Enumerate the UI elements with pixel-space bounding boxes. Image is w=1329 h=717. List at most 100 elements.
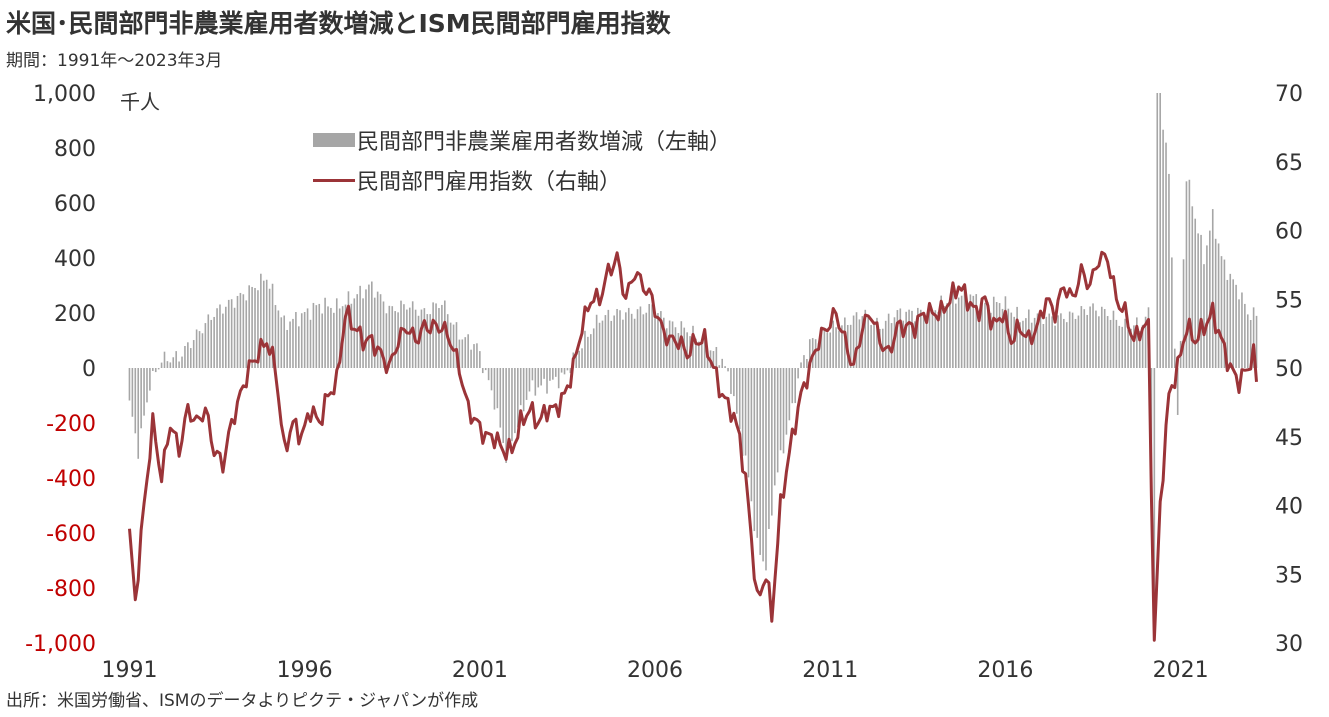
bar — [344, 304, 347, 368]
bar — [814, 339, 817, 368]
bar — [1246, 314, 1249, 368]
bar — [627, 307, 630, 368]
bar — [181, 356, 183, 368]
bar — [274, 305, 277, 368]
bar — [1036, 313, 1039, 368]
bar — [1153, 368, 1156, 641]
bar — [353, 298, 356, 368]
bar — [295, 312, 297, 368]
bar — [198, 331, 201, 368]
bar — [905, 311, 907, 368]
bar — [852, 315, 855, 368]
bar — [347, 291, 350, 368]
bar — [584, 330, 586, 368]
bar — [149, 368, 151, 391]
bar — [1220, 256, 1223, 368]
bar — [1229, 273, 1232, 368]
bar — [192, 340, 195, 368]
bar — [578, 350, 580, 368]
bar — [1063, 318, 1065, 368]
chart-subtitle: 期間：1991年～2023年3月 — [6, 51, 223, 71]
bar — [1211, 209, 1214, 368]
bar — [1203, 264, 1205, 368]
bar — [525, 368, 528, 400]
bar — [671, 321, 674, 368]
bar — [152, 368, 154, 371]
bar — [1033, 317, 1036, 368]
bar — [1115, 319, 1118, 368]
bar — [522, 368, 525, 412]
bar — [1065, 322, 1068, 368]
bar — [1124, 318, 1126, 368]
bar — [654, 316, 656, 368]
y-left-tick-label: 400 — [54, 247, 96, 272]
bar — [1223, 259, 1226, 368]
bar — [660, 311, 662, 368]
bar — [633, 318, 636, 368]
bar — [992, 296, 995, 368]
bar — [808, 339, 811, 368]
bar — [952, 289, 954, 368]
legend: 民間部門非農業雇用者数増減（左軸） 民間部門雇用指数（右軸） — [313, 124, 731, 204]
bar — [175, 351, 177, 368]
bar — [1200, 234, 1202, 368]
bar — [1244, 303, 1246, 368]
bar — [408, 307, 411, 368]
bar — [230, 299, 233, 368]
bar — [473, 344, 475, 368]
bar — [590, 334, 592, 368]
bar — [560, 368, 563, 373]
bar — [452, 324, 455, 368]
bar — [146, 368, 148, 403]
bar — [479, 351, 481, 368]
bar — [738, 368, 741, 430]
bar — [227, 299, 230, 368]
bar — [1226, 279, 1229, 368]
bar — [870, 325, 872, 368]
bar — [461, 339, 464, 368]
bar — [262, 280, 265, 368]
bar — [1209, 230, 1211, 368]
bar — [937, 311, 940, 368]
bar — [1068, 311, 1071, 368]
bar — [908, 309, 910, 368]
bar — [1162, 129, 1164, 368]
bar — [327, 306, 329, 368]
bar — [779, 368, 782, 451]
bar — [298, 326, 300, 368]
bar — [423, 308, 426, 368]
bar — [406, 309, 408, 368]
bar — [817, 343, 820, 368]
legend-label-bars: 民間部門非農業雇用者数増減（左軸） — [357, 130, 732, 155]
bar — [300, 313, 303, 368]
bar — [557, 368, 560, 389]
bar — [987, 302, 989, 368]
bar — [662, 317, 665, 368]
bar — [1141, 324, 1144, 368]
bar — [995, 302, 998, 368]
bar — [1022, 320, 1024, 368]
bar — [820, 327, 823, 368]
bar — [315, 305, 318, 368]
bar — [925, 318, 928, 368]
source-note: 出所：米国労働省、ISMのデータよりピクテ・ジャパンが作成 — [6, 691, 479, 711]
bar — [233, 307, 236, 368]
bar — [245, 300, 248, 368]
bar — [1217, 243, 1220, 368]
bar — [949, 301, 951, 368]
bar — [744, 368, 747, 456]
bar — [213, 316, 215, 368]
bar — [128, 368, 131, 401]
bar — [210, 319, 213, 368]
bar — [963, 286, 966, 368]
y-right-tick-label: 60 — [1275, 220, 1303, 245]
bar — [741, 368, 744, 456]
bar — [756, 368, 759, 538]
bar — [619, 310, 621, 368]
bar — [248, 285, 250, 368]
bar — [984, 302, 986, 368]
bar — [566, 368, 569, 371]
bar — [587, 336, 589, 368]
y-left-tick-label: -600 — [46, 522, 96, 547]
